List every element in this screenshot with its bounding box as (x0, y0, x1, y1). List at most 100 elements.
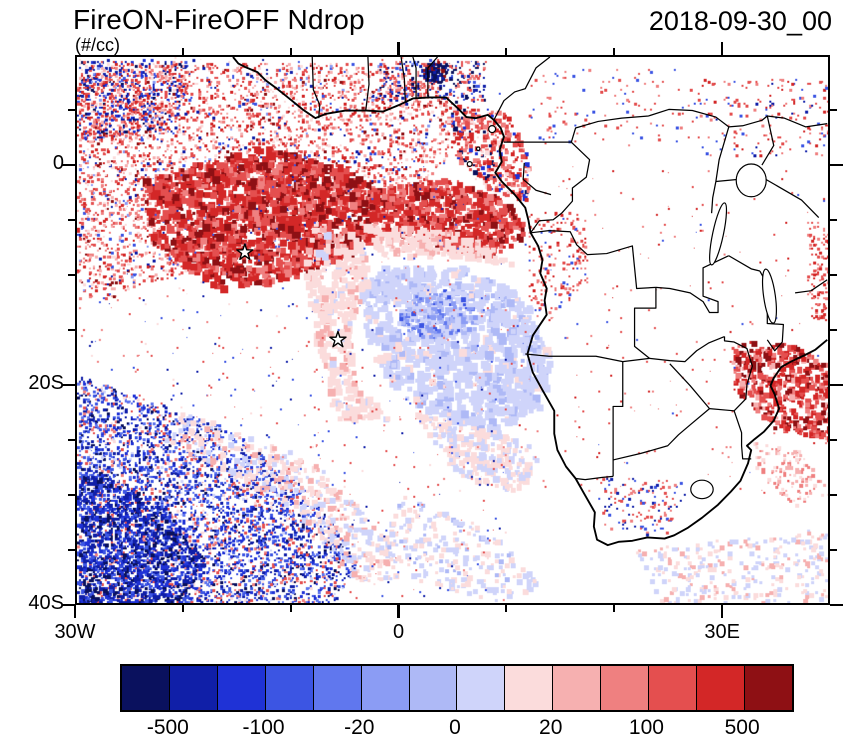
sao-tome-island (466, 161, 473, 167)
bioko-island (488, 125, 497, 134)
border-nigeria-cameroon (493, 57, 551, 120)
colorbar-segment-7 (456, 666, 505, 710)
y-minor-tick-right (830, 219, 837, 221)
x-major-tick (720, 605, 724, 618)
principe-island (475, 146, 481, 152)
ascension-island-star (236, 243, 254, 261)
colorbar (120, 664, 794, 712)
border-zimbabwe-mozambique (723, 336, 753, 412)
map-overlay-svg (232, 57, 828, 547)
y-major-tick-right (830, 603, 843, 607)
border-southafrica-mozambique (733, 410, 752, 460)
x-minor-tick (613, 605, 616, 612)
border-benin-nigeria (427, 57, 438, 97)
border-namibia-botswana (612, 361, 624, 477)
y-minor-tick (68, 494, 75, 496)
border-cotedivoire-ghana (365, 57, 370, 111)
colorbar-segment-4 (312, 666, 361, 710)
x-minor-tick (181, 605, 184, 612)
x-major-tick (73, 605, 77, 618)
colorbar-segment-3 (264, 666, 313, 710)
y-minor-tick-right (830, 274, 837, 276)
y-minor-tick (68, 329, 75, 331)
colorbar-label-0: 0 (449, 716, 461, 739)
colorbar-segment-11 (648, 666, 697, 710)
x-major-tick-top (720, 42, 724, 55)
colorbar-label--20: -20 (344, 716, 375, 739)
y-major-tick (62, 383, 75, 387)
colorbar-label--100: -100 (242, 716, 285, 739)
x-major-tick-top (397, 42, 400, 55)
colorbar-label-500: 500 (724, 716, 760, 739)
colorbar-segment-10 (600, 666, 649, 710)
border-angola-drc (530, 230, 656, 290)
y-axis-label-20S: 20S (28, 372, 64, 394)
border-tanzania-zambia (728, 255, 761, 272)
x-minor-tick (289, 605, 292, 612)
colorbar-label-100: 100 (628, 716, 664, 739)
colorbar-segment-1 (168, 666, 217, 710)
border-mozambique-tanzania (795, 279, 828, 294)
border-tanzania-kenya (761, 176, 820, 218)
x-minor-tick-top (505, 48, 508, 55)
x-minor-tick-top (613, 48, 616, 55)
border-drc-uganda (710, 126, 730, 214)
border-ghana-togo (400, 57, 406, 103)
colorbar-segment-0 (122, 666, 169, 710)
y-major-tick (62, 603, 75, 607)
y-minor-tick-right (830, 329, 837, 331)
colorbar-label-20: 20 (539, 716, 563, 739)
x-axis-label-30W: 30W (54, 621, 96, 643)
border-togo-benin (412, 57, 417, 99)
colorbar-segment-6 (408, 666, 457, 710)
border-angola-namibia (525, 353, 650, 363)
border-namibia-southafrica (575, 475, 614, 481)
y-minor-tick (68, 219, 75, 221)
y-minor-tick (68, 549, 75, 551)
y-minor-tick (68, 274, 75, 276)
colorbar-segment-5 (360, 666, 409, 710)
y-axis-label-40S: 40S (28, 592, 64, 614)
colorbar-segment-12 (696, 666, 744, 710)
border-botswana-zimbabwe (669, 363, 710, 410)
colorbar-segment-8 (504, 666, 553, 710)
lake-malawi (761, 268, 778, 324)
lake-victoria (735, 163, 767, 198)
y-axis-label-0: 0 (52, 152, 64, 174)
y-major-tick-right (830, 163, 843, 167)
y-minor-tick (68, 109, 75, 111)
y-minor-tick-right (830, 549, 837, 551)
units-label: (#/cc) (75, 35, 120, 55)
border-southafrica-zimbabwe (709, 408, 735, 412)
colorbar-segment-9 (552, 666, 601, 710)
border-drc-zambia (655, 255, 730, 314)
lake-tanganyika (709, 202, 728, 266)
coastline-path (232, 57, 828, 547)
y-minor-tick-right (830, 494, 837, 496)
y-minor-tick-right (830, 439, 837, 441)
diff-field-canvas (77, 57, 828, 603)
border-liberia-cotedivoire (311, 57, 321, 119)
y-major-tick-right (830, 383, 843, 387)
border-zambia-zimbabwe (649, 335, 725, 363)
border-botswana-southafrica (612, 408, 710, 461)
date-label: 2018-09-30_00 (648, 6, 832, 36)
border-kenya-ethiopia (767, 115, 828, 128)
border-congo-drc (530, 141, 591, 234)
colorbar-segment-2 (216, 666, 265, 710)
border-car-drc (570, 108, 730, 143)
x-minor-tick-top (289, 48, 292, 55)
plot-title: FireON-FireOFF Ndrop (73, 4, 365, 35)
x-major-tick (397, 605, 400, 618)
x-minor-tick (505, 605, 508, 612)
map-panel (75, 55, 830, 605)
border-angola-zambia (633, 287, 657, 359)
x-axis-label-30E: 30E (704, 621, 740, 643)
colorbar-segment-13 (743, 666, 792, 710)
colorbar-label--500: -500 (146, 716, 189, 739)
y-minor-tick-right (830, 109, 837, 111)
lesotho-outline (690, 479, 714, 500)
y-minor-tick (68, 439, 75, 441)
border-gabon-congo (522, 162, 552, 196)
